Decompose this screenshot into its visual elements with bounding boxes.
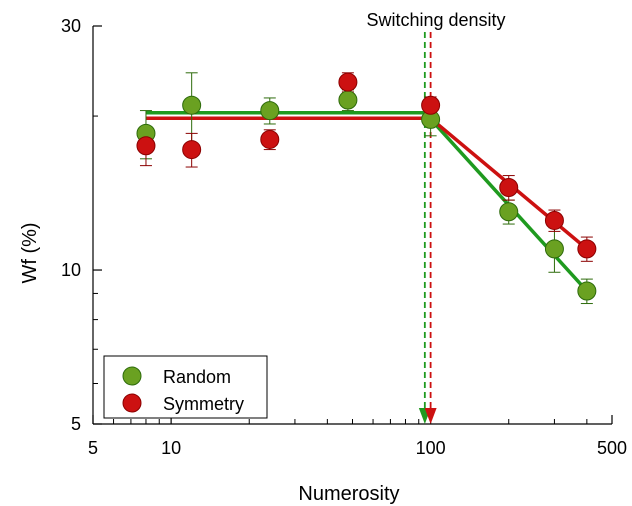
y-tick-label: 30	[61, 16, 81, 36]
legend: Random Symmetry	[103, 355, 268, 419]
x-tick-label: 5	[88, 438, 98, 458]
data-point-symmetry	[136, 136, 156, 156]
x-tick-label: 100	[416, 438, 446, 458]
data-point-symmetry	[577, 239, 597, 259]
data-point-symmetry	[260, 129, 280, 149]
switching-arrow-symmetry	[424, 408, 437, 424]
x-tick-label: 10	[161, 438, 181, 458]
data-point-random	[182, 95, 202, 115]
fit-line-symmetry	[145, 116, 588, 251]
switching-density-label: Switching density	[366, 10, 505, 30]
data-point-random	[544, 239, 564, 259]
fit-line-random	[145, 111, 589, 293]
legend-label-random: Random	[163, 367, 231, 387]
x-tick-label: 500	[597, 438, 627, 458]
switching-density-markers	[418, 32, 437, 424]
data-point-symmetry	[499, 177, 519, 197]
data-point-random	[260, 101, 280, 121]
fit-lines	[145, 111, 589, 293]
axes: 5 10 100 500 5 10 30	[61, 16, 627, 458]
data-point-symmetry	[338, 72, 358, 92]
legend-marker-random	[122, 366, 142, 386]
data-point-symmetry	[421, 95, 441, 115]
error-bars	[139, 72, 593, 305]
y-tick-label: 5	[71, 414, 81, 434]
y-tick-label: 10	[61, 260, 81, 280]
data-point-random	[577, 281, 597, 301]
data-point-random	[499, 202, 519, 222]
y-axis-title: Wf (%)	[19, 222, 41, 283]
x-axis-title: Numerosity	[298, 483, 399, 505]
legend-marker-symmetry	[122, 393, 142, 413]
data-point-symmetry	[182, 140, 202, 160]
data-point-random	[338, 90, 358, 110]
data-points	[136, 72, 597, 301]
data-point-symmetry	[544, 210, 564, 230]
legend-label-symmetry: Symmetry	[163, 394, 244, 414]
